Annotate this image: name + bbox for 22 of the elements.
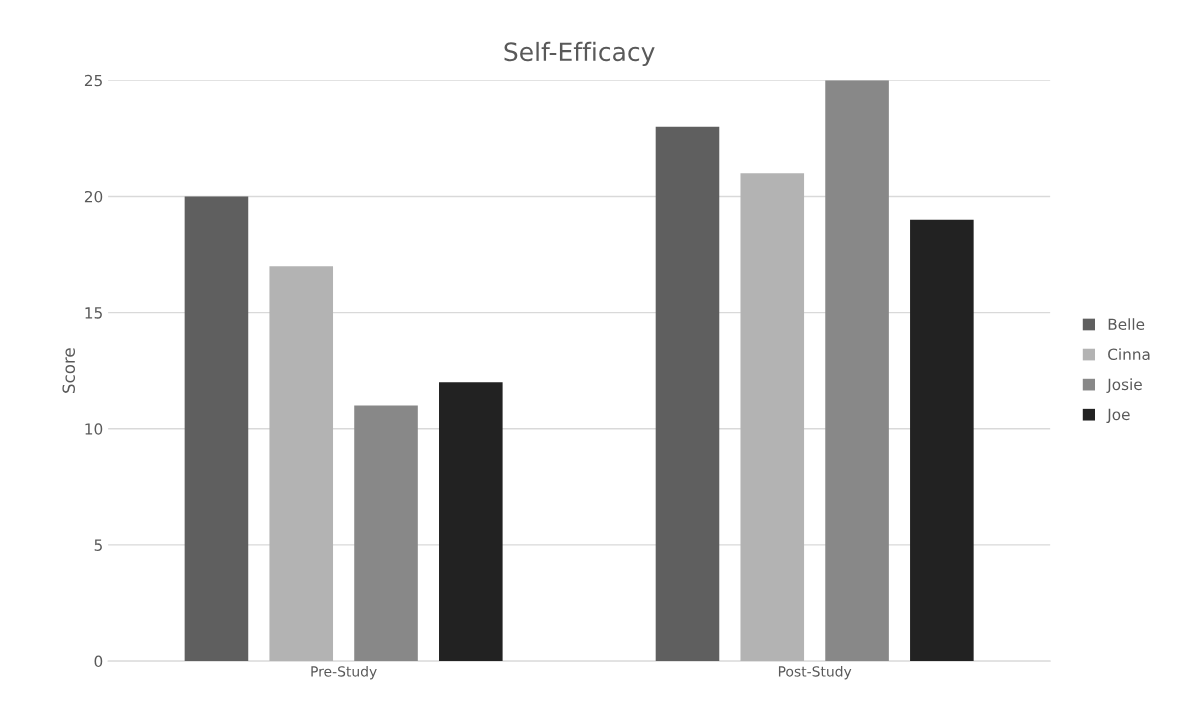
chart-title: Self-Efficacy: [504, 41, 655, 67]
y-tick-label: 25: [84, 74, 102, 87]
legend-label: Belle: [1108, 318, 1145, 331]
bar: [655, 126, 720, 662]
bar: [354, 405, 418, 662]
legend-label: Cinna: [1108, 348, 1150, 361]
y-tick-label: 0: [94, 655, 103, 668]
legend-label: Joe: [1106, 408, 1130, 424]
y-tick-label: 20: [84, 190, 103, 203]
y-tick-label: 10: [85, 423, 103, 435]
x-tick-label: Pre-Study: [311, 665, 377, 680]
bar: [825, 80, 889, 662]
y-tick-label: 5: [94, 539, 102, 551]
y-axis-title: Score: [62, 348, 76, 393]
bar: [184, 196, 249, 662]
bar: [910, 219, 974, 662]
bar: [740, 173, 805, 662]
bar: [439, 382, 503, 662]
y-tick-label: 15: [85, 307, 102, 319]
legend-label: Josie: [1106, 378, 1142, 393]
x-tick-label: Post-Study: [778, 665, 852, 680]
bar: [269, 266, 334, 662]
